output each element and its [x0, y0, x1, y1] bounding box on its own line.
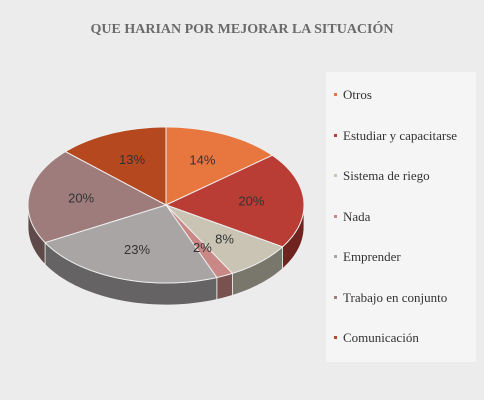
data-label: 8% — [215, 232, 234, 247]
legend-label: Comunicación — [343, 330, 419, 345]
legend-label: Otros — [343, 87, 372, 102]
tops — [27, 126, 305, 284]
slice — [44, 204, 218, 284]
legend-marker — [334, 295, 337, 299]
legend-marker — [334, 174, 337, 177]
legend-item: Nada — [334, 208, 470, 225]
data-label: 13% — [119, 152, 145, 167]
legend-item: Estudiar y capacitarse — [334, 127, 470, 144]
legend-label: Nada — [343, 208, 371, 224]
legend-marker — [334, 133, 337, 137]
legend-label: Emprender — [343, 249, 401, 264]
chart-title: QUE HARIAN POR MEJORAR LA SITUACIÓN — [91, 20, 394, 37]
data-label: 14% — [189, 153, 215, 168]
slice — [165, 204, 234, 279]
legend-item: Otros — [334, 86, 470, 103]
slice — [64, 126, 167, 206]
legend-marker — [334, 336, 337, 339]
data-label: 20% — [238, 193, 264, 208]
legend-item: Sistema de riego — [334, 167, 470, 184]
legend: Otros Estudiar y capacitarse Sistema de ri… — [326, 72, 476, 362]
slice — [27, 151, 168, 244]
sides — [27, 204, 305, 306]
data-label: 23% — [124, 242, 150, 257]
slice — [165, 126, 274, 206]
legend-marker — [334, 214, 337, 218]
legend-item: Trabajo en conjunto — [334, 289, 470, 306]
data-label: 20% — [68, 190, 94, 205]
legend-item: Comunicación — [334, 329, 470, 346]
data-label: 2% — [193, 240, 212, 255]
legend-label: Sistema de riego — [343, 168, 430, 183]
legend-marker — [334, 93, 337, 96]
slice — [165, 204, 284, 274]
legend-label: Estudiar y capacitarse — [343, 127, 458, 143]
legend-marker — [334, 255, 337, 258]
legend-label: Trabajo en conjunto — [343, 289, 448, 305]
legend-item: Emprender — [334, 248, 470, 265]
slice — [164, 154, 305, 248]
